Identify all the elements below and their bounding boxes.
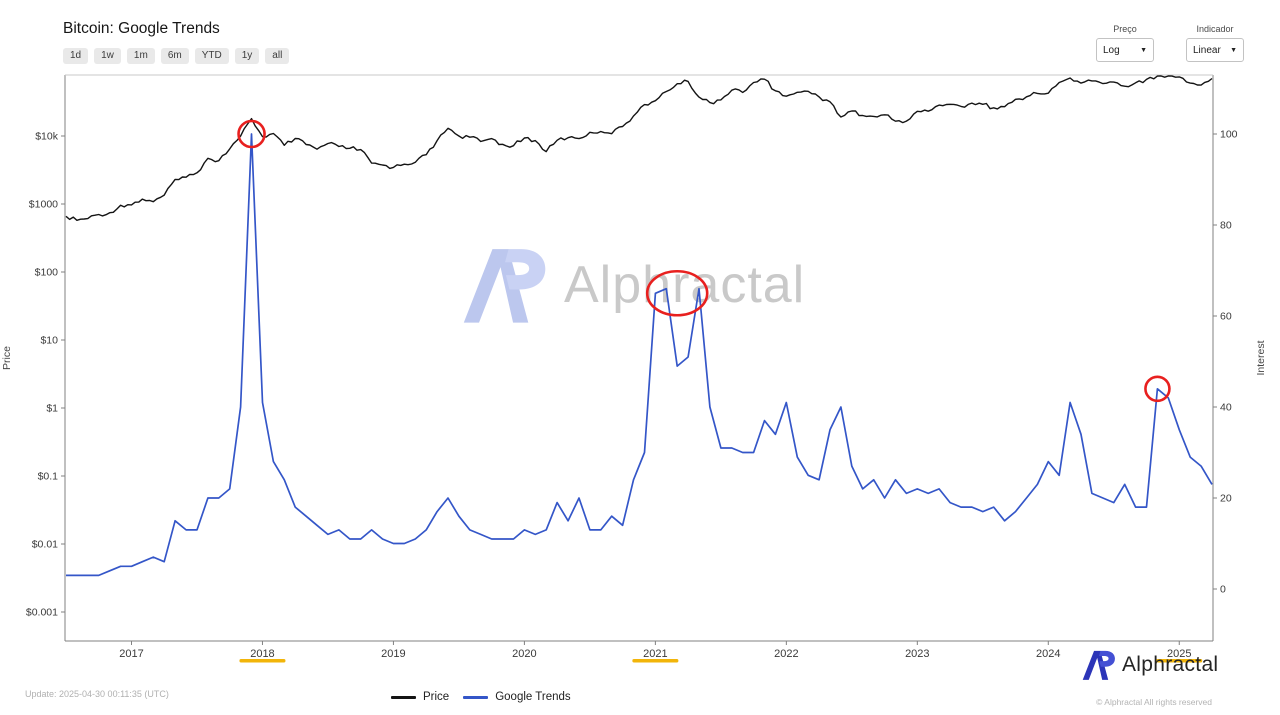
range-button-ytd[interactable]: YTD — [194, 48, 229, 64]
legend-label: Google Trends — [495, 691, 571, 703]
year-underline — [239, 659, 286, 663]
indicator-value: Linear — [1193, 44, 1221, 56]
legend-item-price[interactable]: Price — [391, 691, 449, 703]
left-tick-label: $0.1 — [38, 471, 59, 483]
range-button-1m[interactable]: 1m — [126, 48, 155, 64]
left-tick-label: $1 — [46, 403, 58, 415]
left-tick-label: $10 — [40, 335, 58, 347]
alphractal-logo-icon — [463, 249, 546, 323]
right-axis-title: Interest — [1255, 340, 1267, 375]
right-tick-label: 60 — [1220, 311, 1232, 323]
x-tick-label: 2017 — [119, 648, 143, 660]
legend-swatch — [391, 695, 416, 699]
range-button-1y[interactable]: 1y — [234, 48, 260, 64]
brand-text: Alphractal — [1122, 653, 1219, 676]
year-underline — [632, 659, 679, 663]
indicator-select[interactable]: Linear ▼ — [1186, 38, 1244, 62]
chart-legend: Price Google Trends — [391, 691, 571, 703]
price-scale-dropdown[interactable]: Preço Log ▼ — [1096, 24, 1154, 62]
left-tick-label: $10k — [35, 131, 59, 143]
indicator-dropdown[interactable]: Indicador Linear ▼ — [1186, 24, 1244, 62]
left-tick-label: $100 — [35, 267, 59, 279]
right-tick-label: 0 — [1220, 584, 1226, 596]
range-button-1w[interactable]: 1w — [94, 48, 121, 64]
price-scale-value: Log — [1103, 44, 1120, 56]
x-tick-label: 2022 — [774, 648, 798, 660]
range-button-all[interactable]: all — [265, 48, 290, 64]
chevron-down-icon: ▼ — [1140, 46, 1147, 54]
update-timestamp: Update: 2025-04-30 00:11:35 (UTC) — [25, 689, 169, 699]
right-tick-label: 100 — [1220, 129, 1238, 141]
x-tick-label: 2024 — [1036, 648, 1060, 660]
price-scale-select[interactable]: Log ▼ — [1096, 38, 1154, 62]
highlight-circle — [645, 269, 709, 317]
x-tick-label: 2019 — [381, 648, 405, 660]
highlight-circle — [237, 119, 266, 149]
range-button-6m[interactable]: 6m — [160, 48, 189, 64]
watermark-text: Alphractal — [564, 256, 806, 314]
price-scale-label: Preço — [1113, 24, 1137, 34]
x-tick-label: 2020 — [512, 648, 536, 660]
right-tick-label: 40 — [1220, 402, 1232, 414]
copyright-text: © Alphractal All rights reserved — [1096, 697, 1212, 707]
highlight-circle — [1144, 375, 1171, 403]
price-line — [65, 75, 1213, 221]
watermark: Alphractal — [462, 247, 805, 323]
x-tick-label: 2023 — [905, 648, 929, 660]
left-axis-title: Price — [1, 346, 13, 370]
left-tick-label: $0.001 — [26, 607, 58, 619]
left-tick-label: $1000 — [29, 199, 58, 211]
google-trends-line — [66, 133, 1213, 577]
year-underline — [1156, 659, 1203, 663]
alphractal-logo-icon — [1082, 650, 1115, 680]
x-tick-label: 2018 — [250, 648, 274, 660]
x-tick-label: 2025 — [1167, 648, 1191, 660]
brand-logo: Alphractal — [1082, 650, 1218, 680]
right-tick-label: 80 — [1220, 220, 1232, 232]
left-tick-label: $0.01 — [32, 539, 58, 551]
legend-label: Price — [423, 691, 450, 703]
indicator-label: Indicador — [1196, 24, 1234, 34]
right-tick-label: 20 — [1220, 493, 1232, 505]
chevron-down-icon: ▼ — [1230, 46, 1237, 54]
x-tick-label: 2021 — [643, 648, 667, 660]
legend-swatch — [463, 695, 489, 699]
range-button-row: 1d 1w 1m 6m YTD 1y all — [63, 48, 290, 64]
range-button-1d[interactable]: 1d — [63, 48, 89, 64]
page-title: Bitcoin: Google Trends — [63, 20, 220, 37]
legend-item-google-trends[interactable]: Google Trends — [463, 691, 571, 703]
